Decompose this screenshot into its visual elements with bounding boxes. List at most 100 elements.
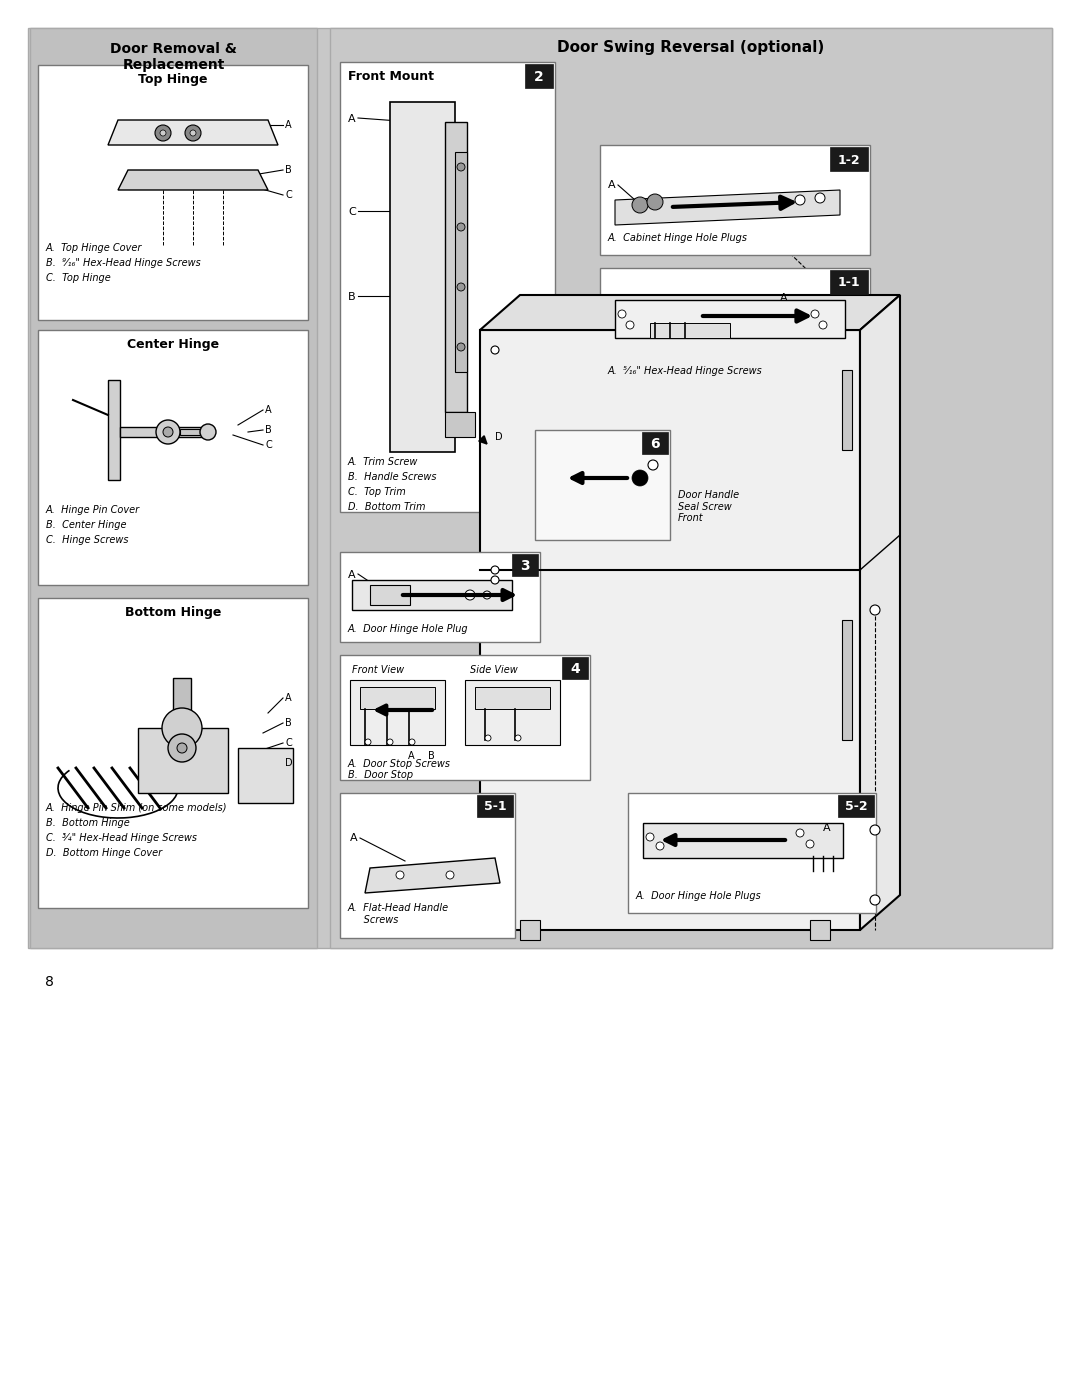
Text: Front View: Front View [352,665,404,675]
Bar [38,66,308,320]
Text: A: A [350,833,357,842]
Bar [340,61,555,511]
Bar [138,728,228,793]
Circle shape [387,739,393,745]
Circle shape [156,124,171,141]
Circle shape [491,576,499,584]
Bar [360,687,435,710]
Text: Front Mount: Front Mount [348,70,434,82]
Bar [30,28,318,949]
Text: Bottom Hinge: Bottom Hinge [125,606,221,619]
Bar [831,270,868,293]
Circle shape [870,826,880,835]
Circle shape [656,842,664,849]
Circle shape [796,828,804,837]
Circle shape [396,870,404,879]
Text: 4: 4 [570,662,580,676]
Polygon shape [365,858,500,893]
Bar [120,427,210,437]
Circle shape [177,743,187,753]
Text: B: B [285,165,292,175]
Bar [180,429,200,434]
Circle shape [806,840,814,848]
Text: C.  ¾" Hex-Head Hinge Screws: C. ¾" Hex-Head Hinge Screws [46,833,197,842]
Bar [38,598,308,908]
Text: C: C [285,738,292,747]
Circle shape [200,425,216,440]
Bar [445,122,467,412]
Text: Side View: Side View [470,665,517,675]
Circle shape [168,733,195,761]
Text: D: D [285,759,293,768]
Circle shape [483,591,491,599]
Circle shape [160,130,166,136]
Circle shape [457,163,465,170]
Bar [525,64,553,88]
Circle shape [457,224,465,231]
Bar [480,330,860,930]
Text: B.  Center Hinge: B. Center Hinge [46,520,126,529]
Circle shape [646,833,654,841]
Bar [38,330,308,585]
Circle shape [446,870,454,879]
Text: A: A [348,570,355,580]
Circle shape [485,735,491,740]
Circle shape [647,194,663,210]
Text: Center Hinge: Center Hinge [127,338,219,351]
Circle shape [618,310,626,319]
Polygon shape [118,170,268,190]
Bar [838,795,874,817]
Text: B.  Handle Screws: B. Handle Screws [348,472,436,482]
Circle shape [870,605,880,615]
Text: Top Hinge: Top Hinge [138,73,207,87]
Circle shape [795,196,805,205]
Circle shape [811,310,819,319]
Text: B: B [265,425,272,434]
Bar [108,380,120,481]
Circle shape [465,590,475,599]
Circle shape [156,420,180,444]
Text: C.  Hinge Screws: C. Hinge Screws [46,535,129,545]
Text: A: A [823,823,831,833]
Circle shape [870,895,880,905]
Bar [340,552,540,643]
Bar [535,430,670,541]
Bar [842,620,852,740]
Polygon shape [860,295,900,930]
Text: A: A [408,752,415,761]
Text: C.  Top Hinge: C. Top Hinge [46,272,111,284]
Text: C: C [348,207,355,217]
Bar [465,680,561,745]
Text: B.  Bottom Hinge: B. Bottom Hinge [46,819,130,828]
Text: A.  Door Hinge Hole Plug: A. Door Hinge Hole Plug [348,624,469,634]
Text: A: A [285,120,292,130]
Text: D.  Bottom Trim: D. Bottom Trim [348,502,426,511]
Bar [330,28,1052,949]
Polygon shape [480,295,900,330]
Text: A.  Hinge Pin Shim (on some models): A. Hinge Pin Shim (on some models) [46,803,228,813]
Text: D.  Bottom Hinge Cover: D. Bottom Hinge Cover [46,848,162,858]
Bar [627,793,876,914]
Bar [562,657,588,679]
Circle shape [163,427,173,437]
Circle shape [185,124,201,141]
Circle shape [457,344,465,351]
Circle shape [365,739,372,745]
Text: A: A [608,180,616,190]
Circle shape [632,197,648,212]
Circle shape [491,566,499,574]
Bar [340,793,515,937]
Text: 5-1: 5-1 [484,800,507,813]
Bar [650,323,730,338]
Text: B: B [428,752,435,761]
Bar [512,555,538,576]
Text: 5-2: 5-2 [845,800,867,813]
Bar [475,687,550,710]
Bar [519,921,540,940]
Bar [340,655,590,780]
Bar [642,432,669,454]
Bar [615,300,845,338]
Bar [842,370,852,450]
Bar [643,823,843,858]
Text: B.  Door Stop: B. Door Stop [348,770,414,780]
